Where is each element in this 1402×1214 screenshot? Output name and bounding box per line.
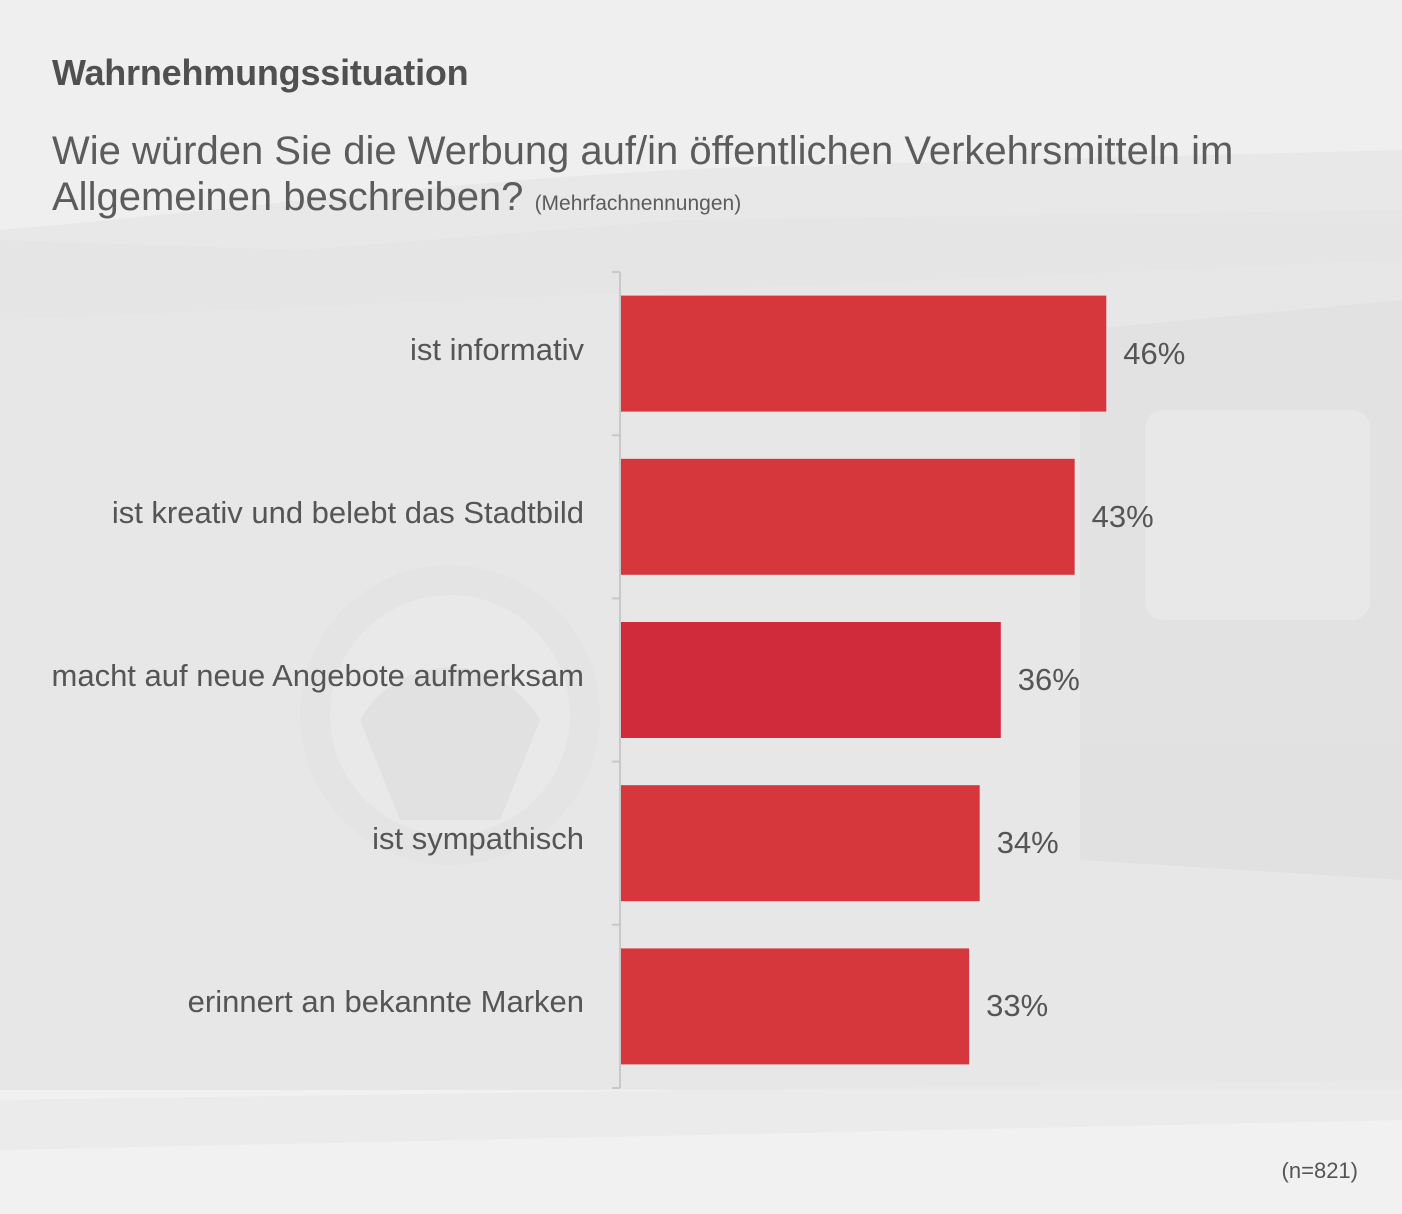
question-text: Wie würden Sie die Werbung auf/in öffent…: [52, 129, 1234, 219]
survey-question: Wie würden Sie die Werbung auf/in öffent…: [52, 128, 1282, 227]
slide-eyebrow: Wahrnehmungssituation: [52, 52, 469, 93]
sample-size: (n=821): [1281, 1158, 1358, 1183]
question-note: (Mehrfachnennungen): [534, 192, 742, 215]
